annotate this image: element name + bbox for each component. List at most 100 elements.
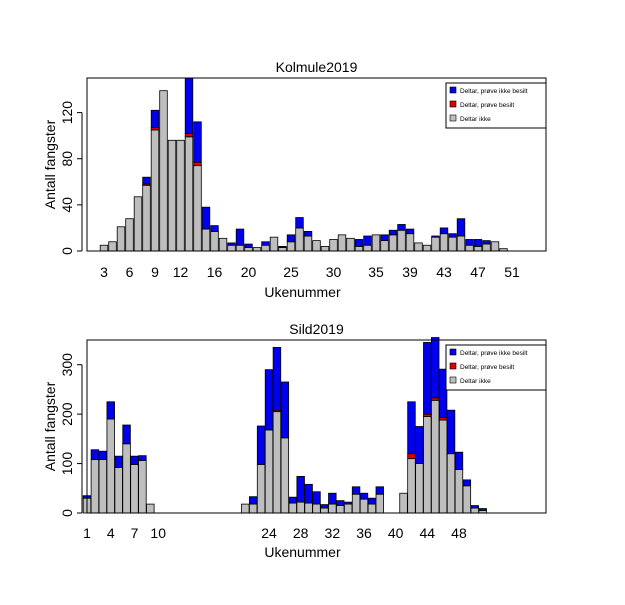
bar-segment-week-49-series-0	[490, 241, 500, 252]
bar-segment-week-19-series-0	[235, 244, 245, 252]
bar-segment-week-8-series-2	[142, 176, 151, 185]
bar-segment-week-38-series-2	[397, 224, 406, 231]
bar-segment-week-39-series-0	[405, 233, 415, 252]
bar-segment-week-35-series-0	[371, 234, 381, 252]
x-tick-label: 28	[293, 525, 309, 541]
bar-segment-week-20-series-0	[244, 247, 253, 252]
bar-segment-week-42-series-0	[431, 236, 440, 252]
bar-segment-week-48-series-0	[482, 243, 491, 252]
legend-swatch	[449, 376, 457, 384]
x-tick-label: 44	[420, 525, 436, 541]
bar-segment-week-18-series-0	[227, 244, 236, 252]
bar-segment-week-34-series-0	[343, 503, 353, 514]
bar-segment-week-10-series-0	[159, 90, 168, 252]
x-tick-label: 3	[100, 264, 108, 280]
bar-segment-week-48-series-2	[482, 240, 491, 245]
bar-segment-week-49-series-2	[462, 479, 472, 487]
bar-segment-week-31-series-0	[320, 507, 329, 514]
bar-segment-week-17-series-0	[218, 237, 228, 252]
bar-segment-week-9-series-0	[146, 503, 155, 514]
bar-segment-week-37-series-0	[367, 503, 377, 514]
bar-segment-week-6-series-0	[125, 218, 134, 252]
bar-segment-week-8-series-2	[138, 455, 147, 462]
bar-segment-week-15-series-2	[201, 206, 211, 230]
bar-segment-week-51-series-2	[478, 508, 487, 511]
x-tick-label: 51	[504, 264, 520, 280]
bar-segment-week-28-series-0	[312, 240, 321, 252]
bar-segment-week-13-series-0	[184, 136, 194, 252]
bar-segment-week-46-series-0	[465, 244, 474, 252]
bar-segment-week-2-series-2	[90, 449, 100, 461]
bar-segment-week-7-series-0	[130, 464, 139, 514]
bar-segment-week-33-series-0	[354, 245, 364, 252]
bar-segment-week-9-series-0	[150, 129, 160, 252]
y-axis-label: Antall fangster	[42, 119, 58, 209]
bar-segment-week-14-series-1	[193, 161, 202, 167]
x-tick-label: 20	[241, 264, 257, 280]
legend-box	[445, 82, 547, 129]
legend-swatch	[449, 100, 457, 108]
bar-segment-week-34-series-2	[363, 235, 372, 246]
bar-segment-week-43-series-2	[415, 426, 424, 464]
bar-segment-week-31-series-0	[337, 234, 347, 252]
bar-segment-week-50-series-2	[470, 505, 479, 509]
bar-segment-week-22-series-2	[261, 241, 270, 246]
legend-swatch	[449, 362, 457, 370]
bar-segment-week-29-series-2	[304, 483, 313, 504]
bar-segment-week-23-series-0	[256, 464, 266, 514]
chart-title: Kolmule2019	[276, 59, 358, 75]
bar-segment-week-12-series-0	[176, 139, 185, 252]
bar-segment-week-25-series-0	[272, 411, 282, 514]
bar-segment-week-19-series-2	[235, 228, 245, 246]
bar-segment-week-30-series-2	[312, 491, 321, 505]
bar-segment-week-27-series-0	[288, 502, 297, 514]
bar-segment-week-42-series-2	[407, 401, 416, 455]
bar-segment-week-26-series-0	[280, 437, 290, 514]
bar-segment-week-30-series-0	[329, 239, 338, 252]
bar-segment-week-45-series-2	[456, 218, 466, 237]
bar-segment-week-13-series-2	[184, 77, 194, 134]
bar-segment-week-38-series-0	[397, 229, 406, 252]
bar-segment-week-47-series-2	[446, 409, 456, 455]
bar-segment-week-36-series-2	[380, 234, 389, 242]
x-tick-label: 36	[356, 525, 372, 541]
bar-segment-week-4-series-2	[106, 401, 115, 420]
bar-segment-week-36-series-2	[359, 492, 369, 500]
x-tick-label: 40	[388, 525, 404, 541]
bar-segment-week-34-series-2	[343, 501, 353, 505]
bar-segment-week-43-series-0	[415, 463, 424, 514]
bar-segment-week-24-series-2	[264, 369, 274, 431]
y-tick-label: 0	[59, 247, 75, 255]
bar-segment-week-11-series-0	[167, 139, 177, 252]
bar-segment-week-25-series-2	[286, 234, 296, 243]
x-tick-label: 24	[261, 525, 277, 541]
bar-segment-week-6-series-2	[122, 424, 131, 445]
bar-segment-week-44-series-0	[448, 236, 457, 252]
x-tick-label: 16	[207, 264, 223, 280]
legend: Deltar, prøve ikke besilt Deltar, prøve b…	[445, 344, 547, 391]
x-tick-label: 1	[83, 525, 91, 541]
bar-segment-week-27-series-2	[288, 496, 297, 504]
bar-segment-week-32-series-0	[346, 237, 355, 252]
bar-segment-week-2-series-0	[90, 459, 100, 514]
bar-segment-week-18-series-2	[227, 242, 236, 246]
x-tick-label: 43	[436, 264, 452, 280]
legend-label: Deltar, prøve ikke besilt	[460, 350, 528, 357]
bar-segment-week-31-series-2	[320, 504, 329, 509]
bar-segment-week-22-series-0	[248, 503, 258, 514]
bar-segment-week-5-series-0	[114, 467, 123, 514]
bar-segment-week-8-series-0	[142, 184, 151, 252]
bar-segment-week-38-series-0	[375, 493, 385, 514]
bar-segment-week-26-series-2	[280, 381, 290, 439]
plot-frame	[86, 77, 547, 252]
x-tick-label: 12	[173, 264, 189, 280]
x-tick-label: 35	[368, 264, 384, 280]
bar-segment-week-46-series-2	[465, 239, 474, 246]
bar-segment-week-7-series-2	[130, 455, 139, 465]
bar-segment-week-24-series-0	[278, 247, 287, 252]
bar-segment-week-7-series-0	[133, 196, 143, 252]
bar-segment-week-37-series-2	[367, 497, 377, 505]
bar-segment-week-46-series-0	[438, 419, 448, 514]
bar-segment-week-37-series-0	[388, 234, 398, 252]
